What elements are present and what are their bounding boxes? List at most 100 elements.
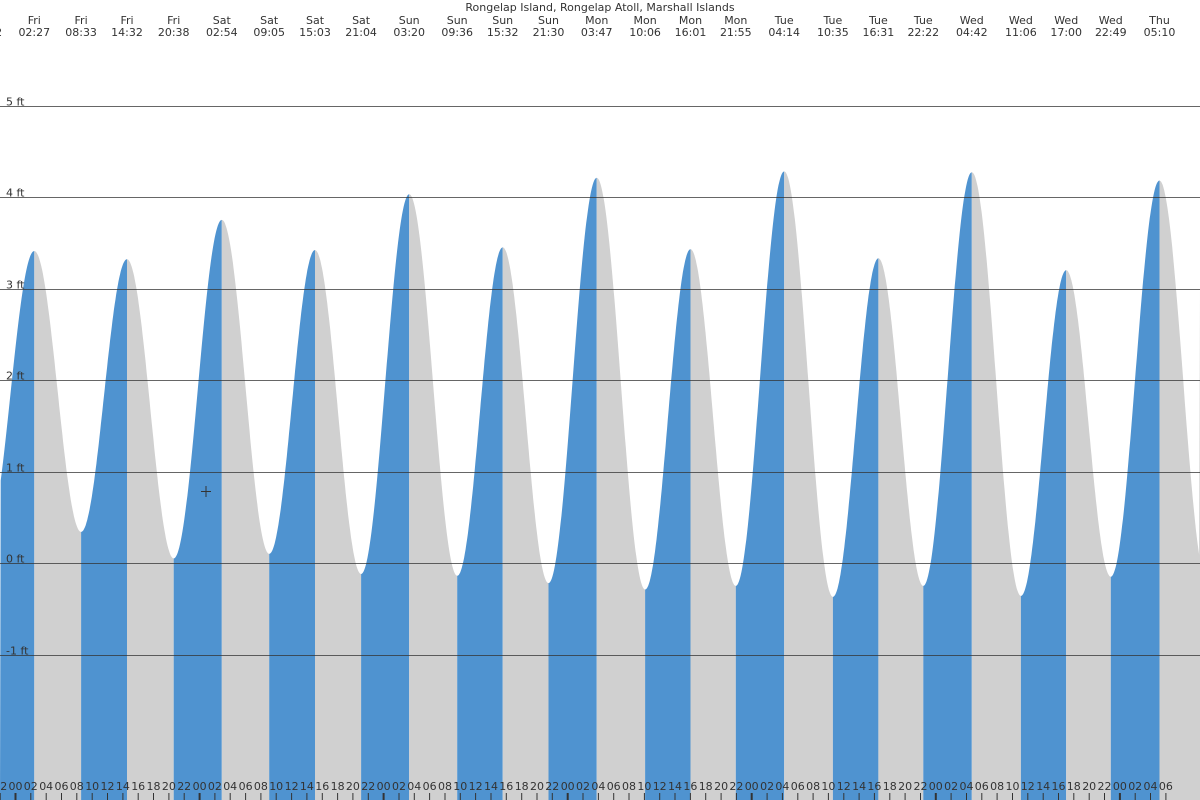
hour-tick-label: 04 <box>775 780 789 793</box>
tide-time-label: 10:06 <box>629 26 661 39</box>
tide-time-label: 08:33 <box>65 26 97 39</box>
tide-fills <box>0 171 1200 800</box>
hour-tick-label: 12 <box>837 780 851 793</box>
tide-day-label: Wed <box>1099 14 1123 27</box>
hour-tick-label: 04 <box>1144 780 1158 793</box>
hour-tick-label: 16 <box>131 780 145 793</box>
tide-time-label: 09:05 <box>253 26 285 39</box>
y-tick-label: 5 ft <box>6 96 25 109</box>
falling-tide-area <box>971 172 1021 800</box>
hour-tick-label: 16 <box>683 780 697 793</box>
rising-tide-area <box>923 172 972 800</box>
tide-time-label: 15:03 <box>299 26 331 39</box>
hour-tick-label: 10 <box>821 780 835 793</box>
hour-tick-label: 06 <box>607 780 621 793</box>
tide-time-label: 14:32 <box>111 26 143 39</box>
falling-tide-area <box>221 219 270 800</box>
falling-tide-area <box>1159 180 1200 800</box>
hour-tick-label: 22 <box>1098 780 1112 793</box>
tide-time-label: 03:20 <box>393 26 425 39</box>
rising-tide-area <box>548 177 597 800</box>
hour-tick-label: 00 <box>745 780 759 793</box>
hour-tick-label: 06 <box>1159 780 1173 793</box>
hour-tick-label: 04 <box>39 780 53 793</box>
hour-tick-label: 16 <box>1052 780 1066 793</box>
hour-tick-label: 14 <box>1036 780 1050 793</box>
tide-day-label: Sat <box>352 14 371 27</box>
rising-tide-area <box>173 219 222 800</box>
hour-tick-label: 04 <box>591 780 605 793</box>
tide-time-label: 15:32 <box>487 26 519 39</box>
tide-day-label: Fri <box>28 14 41 27</box>
hour-tick-label: 08 <box>70 780 84 793</box>
y-tick-label: 3 ft <box>6 279 25 292</box>
rising-tide-area <box>0 251 35 800</box>
falling-tide-area <box>502 247 549 800</box>
falling-tide-area <box>409 194 458 800</box>
tide-day-label: Tue <box>868 14 888 27</box>
hour-axis-labels: 2200020406081012141618202200020406081012… <box>0 780 1173 800</box>
hour-tick-label: 14 <box>484 780 498 793</box>
hour-tick-label: 08 <box>254 780 268 793</box>
chart-title: Rongelap Island, Rongelap Atoll, Marshal… <box>465 1 734 14</box>
hour-tick-label: 14 <box>852 780 866 793</box>
tide-time-label: 22:49 <box>1095 26 1127 39</box>
hour-tick-label: 12 <box>653 780 667 793</box>
hour-tick-label: 16 <box>867 780 881 793</box>
hour-tick-label: 02 <box>24 780 38 793</box>
hour-tick-label: 10 <box>269 780 283 793</box>
hour-tick-label: 18 <box>699 780 713 793</box>
hour-tick-label: 08 <box>622 780 636 793</box>
hour-tick-label: 12 <box>101 780 115 793</box>
hour-tick-label: 08 <box>438 780 452 793</box>
hour-tick-label: 20 <box>530 780 544 793</box>
y-tick-label: 0 ft <box>6 553 25 566</box>
hour-tick-label: 08 <box>990 780 1004 793</box>
hour-tick-label: 20 <box>346 780 360 793</box>
tide-time-label: 02:27 <box>18 26 50 39</box>
tide-day-label: Fri <box>167 14 180 27</box>
hour-tick-label: 22 <box>361 780 375 793</box>
tide-day-label: Sun <box>399 14 420 27</box>
tide-day-label: Sat <box>213 14 232 27</box>
gridlines <box>0 106 1200 656</box>
hour-tick-label: 02 <box>392 780 406 793</box>
hour-tick-label: 00 <box>377 780 391 793</box>
hour-tick-label: 20 <box>898 780 912 793</box>
tide-day-label: Tue <box>913 14 933 27</box>
hour-tick-label: 06 <box>423 780 437 793</box>
hour-tick-label: 04 <box>960 780 974 793</box>
hour-tick-label: 08 <box>806 780 820 793</box>
hour-tick-label: 02 <box>760 780 774 793</box>
falling-tide-area <box>690 249 736 800</box>
hour-tick-label: 18 <box>331 780 345 793</box>
hour-tick-label: 18 <box>883 780 897 793</box>
tide-time-label: 04:14 <box>768 26 800 39</box>
hour-tick-label: 06 <box>55 780 69 793</box>
tide-day-label: Thu <box>1148 14 1170 27</box>
rising-tide-area <box>1020 270 1067 800</box>
hour-tick-label: 14 <box>668 780 682 793</box>
hour-tick-label: 02 <box>576 780 590 793</box>
hour-tick-label: 02 <box>1128 780 1142 793</box>
tide-time-label: 21:04 <box>345 26 377 39</box>
falling-tide-area <box>878 258 924 800</box>
rising-tide-area <box>832 258 879 800</box>
tide-day-label: Wed <box>1054 14 1078 27</box>
tide-day-label: Mon <box>633 14 656 27</box>
rising-tide-area <box>457 247 503 800</box>
tide-day-label: Wed <box>1009 14 1033 27</box>
falling-tide-area <box>596 177 646 800</box>
hour-tick-label: 18 <box>147 780 161 793</box>
hour-tick-label: 16 <box>499 780 513 793</box>
hour-tick-label: 12 <box>1021 780 1035 793</box>
tide-time-label: 16:01 <box>675 26 707 39</box>
hour-tick-label: 14 <box>116 780 130 793</box>
hour-tick-label: 00 <box>193 780 207 793</box>
y-axis-labels: 5 ft 4 ft 3 ft 2 ft 1 ft 0 ft -1 ft <box>6 96 29 658</box>
hour-tick-label: 00 <box>9 780 23 793</box>
hour-tick-label: 14 <box>300 780 314 793</box>
hour-tick-label: 04 <box>223 780 237 793</box>
hour-tick-label: 06 <box>975 780 989 793</box>
